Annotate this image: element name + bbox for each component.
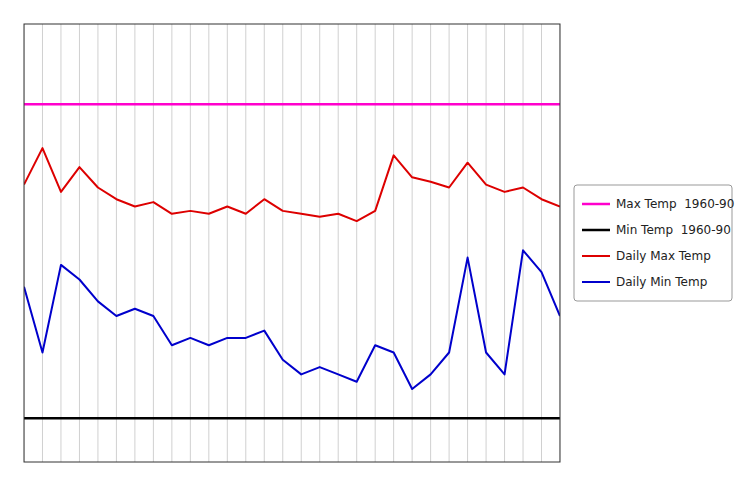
grid-line [60,24,61,462]
grid-line [97,24,98,462]
chart: Max Temp 1960-90 Min Temp 1960-90 Daily Ma… [0,0,740,486]
grid-line [486,24,487,462]
grid-line [393,24,394,462]
legend-label: Daily Max Temp [616,249,711,263]
grid-line [301,24,302,462]
legend-label: Max Temp 1960-90 [616,197,734,211]
plot-frame [24,24,560,462]
grid-line [227,24,228,462]
grid-line [319,24,320,462]
grid-line [171,24,172,462]
series-group [24,104,560,418]
grid [24,24,560,462]
grid-line [523,24,524,462]
grid-line [504,24,505,462]
grid-line [42,24,43,462]
grid-line [412,24,413,462]
grid-line [338,24,339,462]
chart-container: Max Temp 1960-90 Min Temp 1960-90 Daily Ma… [0,0,740,486]
legend-swatch [582,281,610,283]
grid-line [116,24,117,462]
plot-background [24,24,560,462]
grid-line [282,24,283,462]
grid-line [79,24,80,462]
climatology-line [24,417,560,420]
grid-line [153,24,154,462]
grid-line [208,24,209,462]
legend-label: Daily Min Temp [616,275,707,289]
grid-line [375,24,376,462]
grid-line [245,24,246,462]
grid-line [541,24,542,462]
grid-line [190,24,191,462]
legend: Max Temp 1960-90 Min Temp 1960-90 Daily Ma… [574,185,734,301]
legend-swatch [582,229,610,232]
grid-line [430,24,431,462]
grid-line [467,24,468,462]
legend-swatch [582,203,610,206]
series-line [24,250,560,389]
legend-swatch [582,255,610,257]
grid-line [264,24,265,462]
legend-label: Min Temp 1960-90 [616,223,731,237]
grid-line [449,24,450,462]
climatology-line [24,103,560,106]
series-line [24,148,560,221]
grid-line [134,24,135,462]
grid-line [356,24,357,462]
